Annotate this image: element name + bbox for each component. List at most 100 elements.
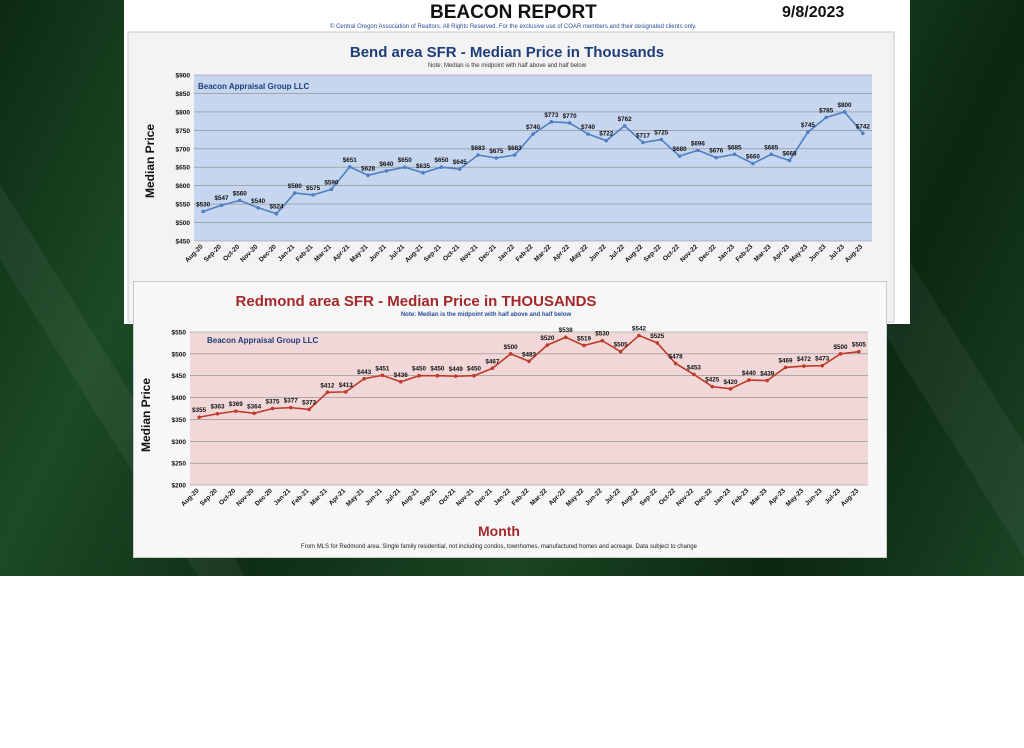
data-point [857,349,861,354]
x-tick-label: Jun-22 [584,487,604,507]
data-label: $685 [764,144,779,151]
x-tick-label: Sep-22 [639,487,659,507]
data-label: $375 [265,399,280,406]
data-point [728,387,733,391]
x-tick-label: Jan-22 [493,487,513,507]
x-tick-label: Aug-20 [180,487,201,508]
y-tick-label: $550 [176,202,191,209]
data-point [329,187,334,192]
x-tick-label: Mar-21 [309,487,329,507]
y-tick-label: $450 [176,239,191,246]
data-label: $377 [284,398,299,405]
data-label: $425 [705,377,720,384]
data-label: $650 [398,157,413,164]
data-label: $364 [247,403,262,410]
data-point [417,373,421,378]
data-point [311,193,315,197]
x-tick-label: Dec-20 [254,487,274,507]
data-label: $580 [288,183,303,190]
plot-area [194,75,872,241]
data-label: $540 [251,198,266,205]
data-point [806,130,810,134]
y-tick-label: $700 [176,146,191,153]
data-point [512,153,517,157]
data-point [307,407,311,412]
data-label: $519 [577,336,592,343]
data-point [765,378,770,383]
data-point [362,376,366,381]
data-point [861,131,865,136]
data-labels: $355 $363 $369 $364$375 $377 $373 $412 $413$443… [192,325,866,414]
data-point [622,124,627,128]
chart-title: Redmond area SFR - Median Price in THOUS… [236,293,597,310]
data-point [732,152,737,157]
x-tick-label: Oct-21 [438,487,458,507]
data-label: $560 [233,190,248,197]
y-tick-label: $500 [172,351,187,358]
data-point [710,384,715,389]
data-label: $696 [691,140,706,147]
data-label: $722 [599,131,614,138]
data-point [292,191,297,195]
x-tick-label: Aug-22 [620,487,641,508]
x-tick-label: May-22 [565,487,586,508]
data-point [696,148,700,153]
data-label: $355 [192,407,207,414]
data-point [256,206,260,210]
data-label: $675 [489,148,504,155]
data-points [197,333,861,420]
x-tick-label: Oct-22 [658,487,678,507]
data-point [714,155,719,160]
y-tick-label: $850 [176,91,191,98]
data-point [802,364,806,368]
report-title: BEACON REPORT [430,2,597,23]
data-label: $440 [742,370,757,377]
data-point [384,169,389,173]
data-point [747,378,751,382]
data-point [604,138,609,143]
data-label: $413 [339,382,354,389]
data-points [201,110,865,216]
data-label: $505 [852,342,867,349]
data-label: $363 [210,404,225,411]
data-label: $505 [614,342,629,349]
data-labels: $530$547 $560$540$524 $580 $575$590 $651$628… [196,102,870,211]
data-label: $773 [544,112,559,119]
data-label: $530 [196,201,211,208]
data-label: $762 [618,116,633,123]
data-point [380,373,385,378]
data-point [769,152,774,157]
y-tick-label: $800 [176,109,191,116]
data-point [563,335,568,340]
y-tick-label: $350 [172,417,187,424]
data-point [751,161,755,166]
data-label: $473 [815,356,830,363]
data-point [567,121,572,125]
data-point [238,198,242,203]
y-axis-ticks: $450 $500 $550 $600 $650 $700 $750 $800 $850 $900 [176,73,191,246]
data-label: $450 [412,366,427,373]
gridlines [194,74,872,242]
data-point [820,363,824,368]
data-label: $525 [650,333,665,340]
data-label: $740 [581,124,596,131]
data-label: $500 [834,344,849,351]
x-tick-label: Jun-21 [364,487,384,507]
y-tick-label: $300 [172,439,187,446]
data-label: $680 [673,146,688,153]
y-tick-label: $900 [176,73,191,80]
data-label: $450 [467,366,482,373]
data-label: $467 [485,358,500,365]
data-point [531,132,535,136]
data-point [252,411,256,416]
data-point [288,405,293,410]
data-label: $412 [320,382,335,389]
chart-footnote: From MLS for Redmond area. Single family… [301,544,698,550]
bend-median-price-chart: Bend area SFR - Median Price in Thousand… [127,31,895,323]
x-tick-label: Dec-21 [474,487,494,507]
x-tick-label: Nov-20 [235,487,256,508]
chart-subtitle: Note: Median is the midpoint with half a… [428,63,587,69]
data-point [545,343,550,347]
watermark-label: Beacon Appraisal Group LLC [207,336,318,345]
x-tick-label: Feb-23 [731,487,751,507]
